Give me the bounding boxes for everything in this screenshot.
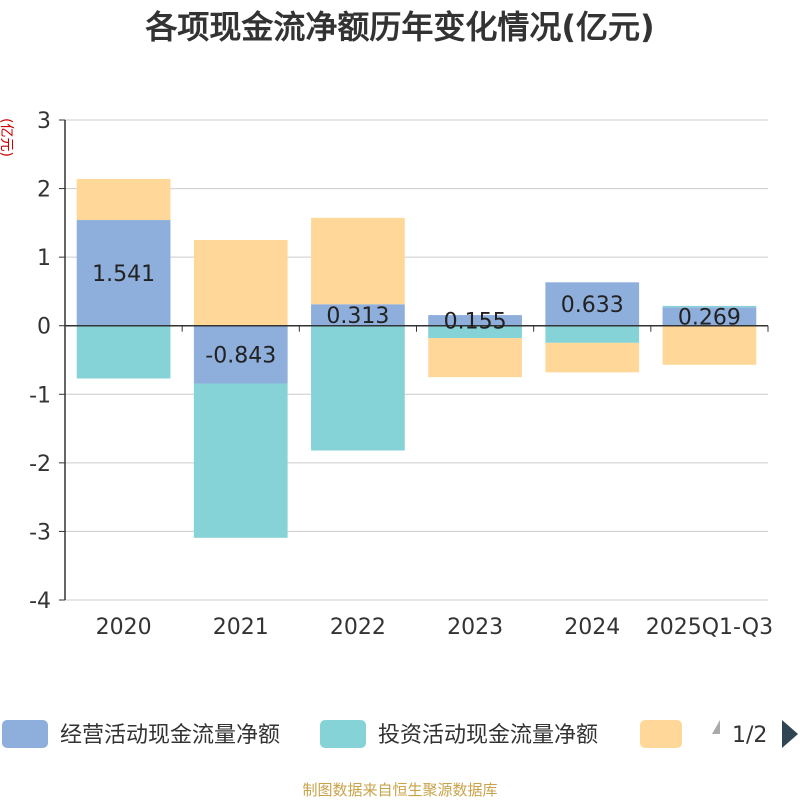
bars: [76, 178, 757, 538]
data-label-2022: 0.313: [326, 304, 389, 329]
legend-page-indicator: 1/2: [732, 723, 767, 748]
bar-series-2-2022[interactable]: [311, 217, 405, 305]
bar-series-2-2025Q1-Q3[interactable]: [662, 325, 757, 365]
data-label-2023: 0.155: [444, 309, 507, 334]
legend: 经营活动现金流量净额 投资活动现金流量净额 1/2: [2, 720, 798, 748]
x-tick-label: 2025Q1-Q3: [646, 615, 773, 640]
data-label-2025Q1-Q3: 0.269: [678, 305, 741, 330]
y-tick-label: -2: [29, 452, 51, 477]
legend-next-page-icon[interactable]: [782, 720, 798, 748]
x-tick-label: 2021: [213, 615, 269, 640]
bar-series-0-2022[interactable]: [311, 304, 405, 326]
bar-series-1-2020[interactable]: [76, 325, 171, 379]
data-labels: 1.541 -0.843 0.313 0.155 0.633 0.269: [92, 262, 741, 369]
bar-series-2-2021[interactable]: [193, 240, 288, 326]
x-tick-label: 2022: [330, 615, 386, 640]
y-tick-label: 2: [37, 178, 51, 203]
legend-label-operating[interactable]: 经营活动现金流量净额: [60, 723, 280, 748]
y-tick-label: -1: [29, 383, 51, 408]
legend-prev-page-icon[interactable]: [712, 720, 720, 748]
data-label-2024: 0.633: [561, 293, 624, 318]
y-tick-label: -3: [29, 520, 51, 545]
bar-series-0-2025Q1-Q3[interactable]: [662, 307, 757, 326]
chart-title: 各项现金流净额历年变化情况(亿元): [145, 8, 654, 46]
y-tick-label: -4: [29, 589, 51, 614]
x-tick-label: 2024: [564, 615, 620, 640]
y-tick-label: 1: [37, 246, 51, 271]
y-tick-label: 0: [37, 315, 51, 340]
y-tick-label: 3: [37, 109, 51, 134]
bar-series-2-2020[interactable]: [76, 178, 171, 221]
legend-swatch-investing[interactable]: [320, 720, 366, 748]
bar-series-2-2024[interactable]: [545, 342, 640, 373]
bar-series-0-2024[interactable]: [545, 282, 640, 326]
legend-swatch-financing[interactable]: [640, 720, 682, 748]
bar-series-1-2024[interactable]: [545, 325, 640, 343]
bar-series-1-2021[interactable]: [193, 383, 288, 538]
bar-series-0-2023[interactable]: [428, 315, 522, 326]
x-tick-label: 2023: [447, 615, 503, 640]
legend-label-investing[interactable]: 投资活动现金流量净额: [378, 723, 598, 748]
y-axis-unit: (亿元): [0, 118, 14, 157]
axes: 3 2 1 0 -1 -2 -3 -4 2020 2021 2022 2023 2024 2025Q1-Q…: [29, 109, 773, 640]
bar-series-0-2021[interactable]: [193, 325, 288, 384]
bar-series-1-2025Q1-Q3[interactable]: [662, 305, 757, 308]
data-source: 制图数据来自恒生聚源数据库: [302, 781, 497, 799]
bar-series-1-2023[interactable]: [428, 325, 522, 339]
x-tick-label: 2020: [96, 615, 152, 640]
legend-swatch-operating[interactable]: [2, 720, 48, 748]
bar-series-2-2023[interactable]: [428, 338, 522, 378]
bar-series-0-2020[interactable]: [76, 220, 171, 326]
data-label-2021: -0.843: [205, 344, 276, 369]
data-label-2020: 1.541: [92, 262, 155, 287]
bar-series-1-2022[interactable]: [311, 325, 405, 451]
